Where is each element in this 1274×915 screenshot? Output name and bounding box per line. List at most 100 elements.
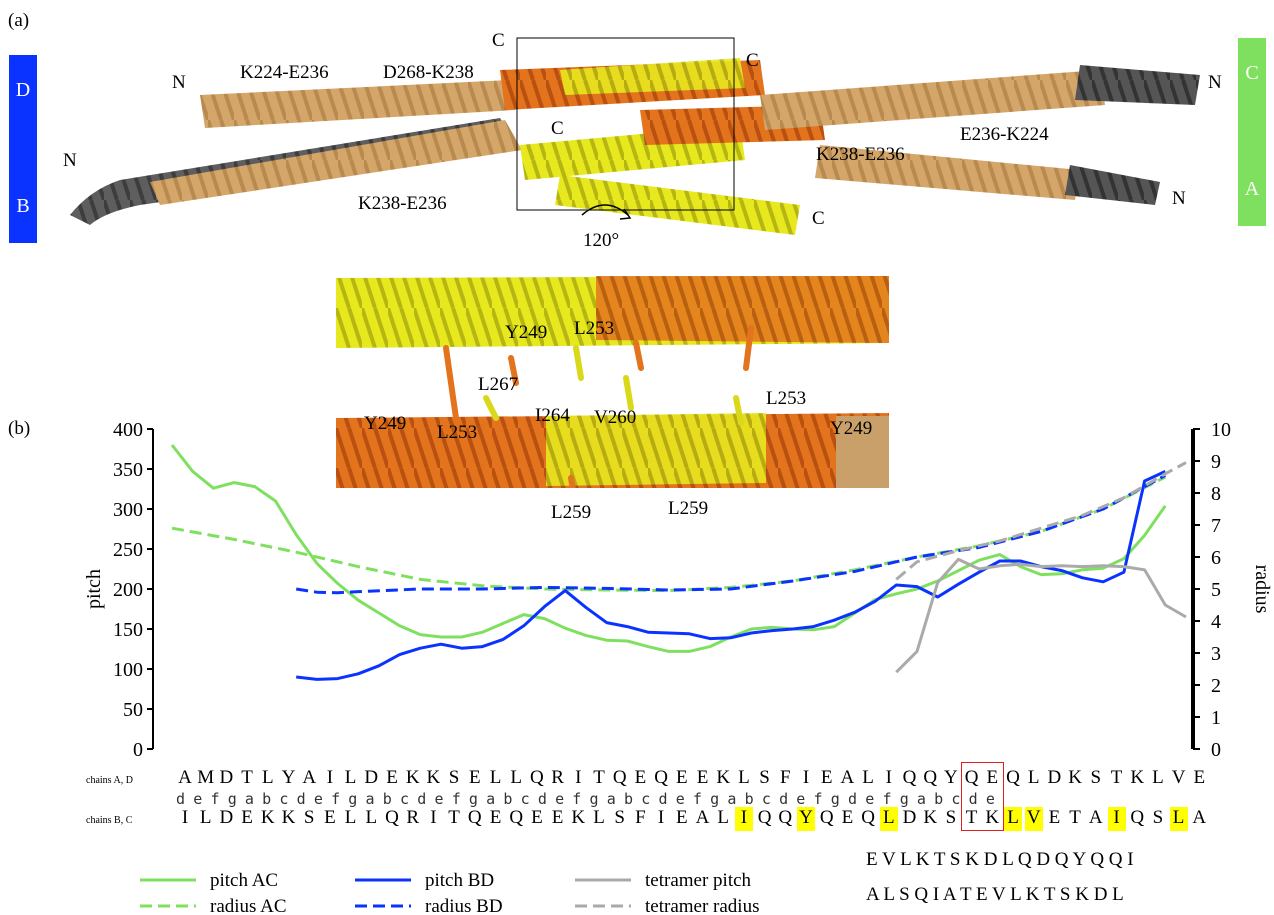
y-tick-label-left: 150 — [113, 619, 143, 641]
residue: L — [1027, 767, 1040, 788]
y-axis-label-left: pitch — [83, 569, 105, 609]
label-k224-e236: K224-E236 — [240, 62, 329, 83]
residue: Q — [923, 767, 938, 788]
label-c-top-right: C — [746, 50, 759, 71]
label-n-right-top: N — [1208, 72, 1222, 93]
residue: L — [261, 767, 274, 788]
residue: I — [885, 767, 892, 788]
residue: A — [840, 767, 855, 788]
chain-label-b: B — [16, 195, 30, 217]
residue: T — [1110, 767, 1123, 788]
label-d268-k238: D268-K238 — [383, 62, 474, 83]
residue: S — [614, 807, 625, 828]
chain-bar-right: C A — [1238, 38, 1266, 226]
label-n-upper-left: N — [172, 72, 186, 93]
y-tick-label-left: 350 — [113, 459, 143, 481]
chain-label-d: D — [15, 79, 31, 101]
residue: L — [510, 767, 522, 788]
residue: F — [780, 767, 791, 788]
label-l253-top: L253 — [574, 318, 615, 339]
y-tick-label-left: 250 — [113, 539, 143, 561]
residue: L — [738, 767, 750, 788]
residue: A — [1088, 807, 1103, 828]
y-tick-label-right: 8 — [1211, 483, 1221, 505]
residue: K — [923, 807, 938, 828]
label-c-bottom: C — [812, 208, 825, 229]
label-k238-e236-left: K238-E236 — [358, 193, 447, 214]
legend-label: pitch AC — [210, 870, 278, 891]
sequence-extra-row-2: A L S Q I A T E V L K T S K D L — [866, 884, 1124, 905]
residue: E — [468, 767, 481, 788]
residue: S — [1090, 767, 1102, 788]
legend-label: tetramer radius — [645, 896, 759, 915]
residue: E — [696, 767, 709, 788]
residue: D — [364, 767, 379, 788]
sequence-extra-row-1: E V L K T S K D L Q D Q Y Q Q I — [866, 849, 1134, 870]
residue: Q — [654, 767, 668, 788]
residue: Y — [797, 807, 815, 831]
residue: Q — [819, 807, 834, 828]
residue: M — [197, 767, 215, 788]
residue: E — [241, 807, 253, 828]
label-l253-right: L253 — [766, 388, 807, 409]
residue: A — [302, 767, 317, 788]
residue: K — [1130, 767, 1145, 788]
residue: E — [841, 807, 854, 828]
residue: L — [1004, 807, 1022, 831]
residue: S — [448, 767, 460, 788]
residue: T — [593, 767, 605, 788]
residue: R — [551, 767, 564, 788]
residue: E — [986, 767, 999, 788]
residue: I — [181, 807, 189, 828]
series-line-pitch-bd — [296, 470, 1166, 681]
residue: V — [1024, 807, 1043, 831]
residue: Q — [1130, 807, 1145, 828]
y-tick-label-right: 4 — [1211, 611, 1221, 633]
residue: E — [324, 807, 336, 828]
label-y249-right: Y249 — [830, 418, 873, 439]
residue: E — [551, 807, 564, 828]
residue: E — [634, 767, 647, 788]
residue: Q — [778, 807, 793, 828]
label-e236-k224: E236-K224 — [960, 124, 1049, 145]
row-label-chains-ad: chains A, D — [86, 775, 133, 786]
residue: L — [489, 767, 502, 788]
residue: Q — [902, 767, 917, 788]
residue: A — [695, 807, 710, 828]
label-v260: V260 — [594, 407, 637, 428]
chart-legend: pitch AC pitch BD tetramer pitch radius AC r… — [140, 870, 759, 915]
residue: D — [219, 807, 234, 828]
residue: I — [802, 767, 810, 788]
residue: S — [1152, 807, 1164, 828]
series-line-tetramer-pitch — [895, 557, 1187, 674]
residue: Y — [944, 767, 958, 788]
residue: I — [734, 807, 753, 831]
heptad-register: defgabcdefgabcdefgabcdefgabcdefgabcdefgd… — [176, 790, 1004, 808]
residue: L — [344, 807, 357, 828]
panel-b-label: (b) — [8, 418, 31, 439]
rotation-label: 120° — [583, 230, 620, 251]
label-n-right-bottom: N — [1172, 188, 1186, 209]
y-tick-label-right: 5 — [1211, 579, 1221, 601]
y-tick-label-right: 9 — [1211, 451, 1221, 473]
residue: D — [219, 767, 234, 788]
residue: S — [945, 807, 957, 828]
series-line-tetramer-radius — [895, 461, 1187, 581]
residue: L — [717, 807, 729, 828]
y-tick-label-left: 0 — [133, 739, 143, 761]
residue: L — [365, 807, 378, 828]
residue: D — [902, 807, 917, 828]
residue: T — [241, 767, 253, 788]
residue: E — [1193, 767, 1206, 788]
legend-label: tetramer pitch — [645, 870, 752, 891]
residue: Q — [1006, 767, 1020, 788]
residue: A — [178, 767, 192, 788]
residue: Q — [385, 807, 399, 828]
residue: I — [326, 767, 334, 788]
residue: V — [1171, 767, 1186, 788]
residue: Q — [861, 807, 875, 828]
residue: Q — [612, 767, 627, 788]
y-tick-label-right: 7 — [1211, 515, 1221, 537]
label-l259-a: L259 — [551, 502, 592, 523]
residue: T — [965, 807, 978, 828]
